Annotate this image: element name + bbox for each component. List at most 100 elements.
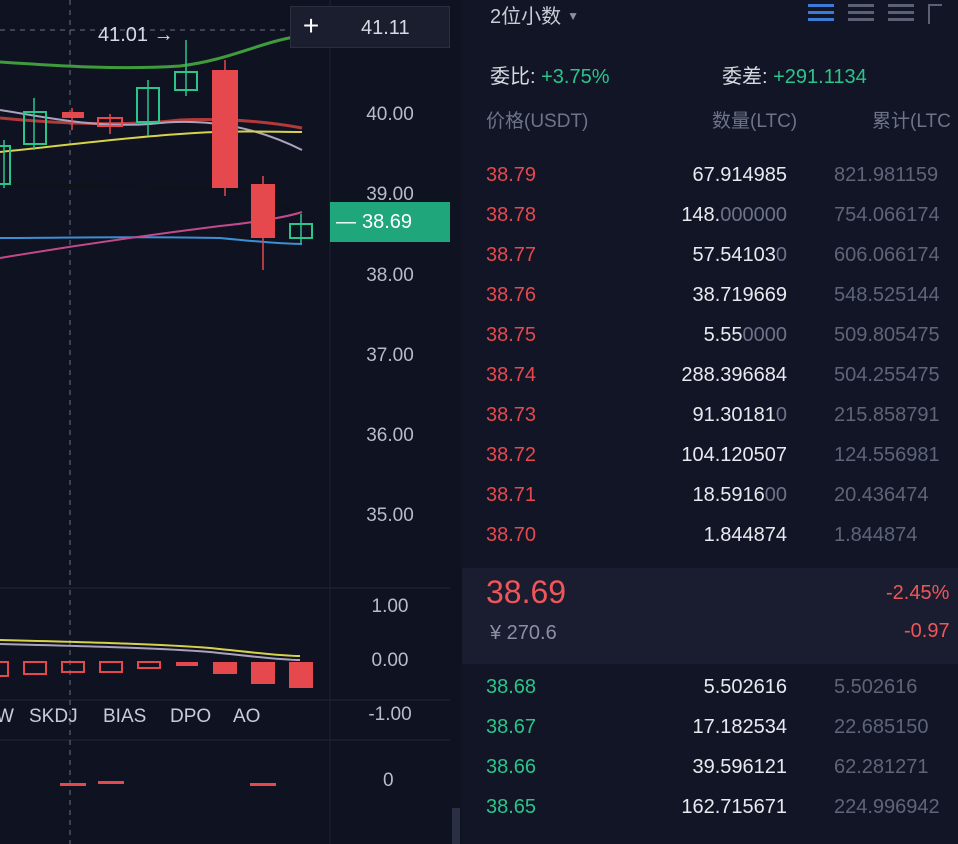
ask-cumulative: 821.981159 [834, 164, 939, 186]
ask-cumulative: 1.844874 [834, 524, 918, 546]
view-both-icon[interactable] [808, 4, 834, 24]
caret-down-icon: ▼ [567, 9, 580, 23]
ask-price: 38.70 [486, 524, 537, 546]
ask-row[interactable]: 38.74 288.396684 504.255475 [462, 364, 958, 404]
y-axis-label: 40.00 [366, 104, 414, 125]
ma-line-red [0, 116, 303, 130]
ask-row[interactable]: 38.77 57.541030 606.066174 [462, 244, 958, 284]
current-price-value: 38.69 [362, 211, 413, 233]
ask-row[interactable]: 38.71 18.591600 20.436474 [462, 484, 958, 524]
crosshair-price-box[interactable]: + 41.11 [290, 6, 450, 48]
ask-price: 38.76 [486, 284, 537, 306]
qty-trailing-zeros: 0 [775, 244, 787, 266]
ask-row[interactable]: 38.78 148.000000 754.066174 [462, 204, 958, 244]
ask-qty: 91.301810 [692, 404, 787, 427]
high-price-label: 41.01 → [98, 24, 174, 46]
ask-qty: 38.719669 [692, 284, 787, 307]
ask-qty: 288.396684 [681, 364, 787, 387]
view-bids-icon[interactable] [888, 4, 914, 24]
price-tag-dash: — [336, 211, 356, 233]
header-qty: 数量(LTC) [712, 111, 798, 132]
candles [0, 40, 313, 270]
expand-icon[interactable] [928, 4, 942, 24]
bid-price: 38.67 [486, 716, 537, 738]
last-price: 38.69 [486, 574, 567, 610]
indicator-tab-w[interactable]: W [0, 706, 14, 727]
ask-row[interactable]: 38.75 5.550000 509.805475 [462, 324, 958, 364]
qty-trailing-zeros: 000000 [720, 204, 787, 226]
qty-value: 57.54103 [692, 244, 776, 266]
ask-cumulative: 509.805475 [834, 324, 940, 346]
qty-value: 148. [681, 204, 721, 226]
indicator-tab-bias[interactable]: BIAS [103, 706, 147, 727]
view-asks-icon[interactable] [848, 4, 874, 24]
y-axis-label: 39.00 [366, 184, 414, 205]
bid-qty: 5.502616 [704, 676, 787, 699]
ratio-label: 委比: [490, 66, 536, 88]
diff-label: 委差: [722, 66, 768, 88]
ask-price: 38.78 [486, 204, 537, 226]
qty-value: 18.5916 [692, 484, 765, 506]
bid-qty: 17.182534 [692, 716, 787, 739]
ask-qty: 1.844874 [704, 524, 787, 547]
bid-row[interactable]: 38.67 17.182534 22.685150 [462, 716, 958, 756]
header-cum: 累计(LTC [872, 111, 951, 132]
ma-line-pink [0, 211, 303, 259]
ao-signal-yellow [0, 639, 301, 657]
add-order-button[interactable]: + [302, 10, 320, 41]
ma-line-green [0, 34, 301, 70]
precision-dropdown[interactable]: 2位小数 ▼ [490, 0, 579, 29]
ask-price: 38.74 [486, 364, 537, 386]
last-price-cny: ¥ 270.6 [490, 622, 557, 644]
bid-cumulative: 224.996942 [834, 796, 940, 818]
bid-cumulative: 62.281271 [834, 756, 929, 778]
ask-row[interactable]: 38.79 67.914985 821.981159 [462, 164, 958, 204]
ask-cumulative: 504.255475 [834, 364, 940, 386]
indicator-tab-skdj[interactable]: SKDJ [29, 706, 78, 727]
ask-row[interactable]: 38.73 91.301810 215.858791 [462, 404, 958, 444]
ask-cumulative: 606.066174 [834, 244, 940, 266]
crosshair-price: 41.11 [361, 17, 410, 39]
indicator-tab-dpo[interactable]: DPO [170, 706, 212, 727]
ask-price: 38.72 [486, 444, 537, 466]
ao-histogram [0, 661, 313, 688]
ask-price: 38.73 [486, 404, 537, 426]
ask-row[interactable]: 38.76 38.719669 548.525144 [462, 284, 958, 324]
ask-cumulative: 124.556981 [834, 444, 940, 466]
bid-row[interactable]: 38.68 5.502616 5.502616 [462, 676, 958, 716]
bid-qty: 39.596121 [692, 756, 787, 779]
bid-price: 38.66 [486, 756, 537, 778]
mid-price-section: 38.69 ¥ 270.6 -2.45% -0.97 [462, 568, 958, 664]
scrollbar[interactable] [452, 808, 460, 844]
ma-line-yellow [0, 130, 303, 153]
bid-price: 38.65 [486, 796, 537, 818]
qty-value: 91.30181 [692, 404, 776, 426]
ask-row[interactable]: 38.70 1.844874 1.844874 [462, 524, 958, 564]
qty-value: 17.182534 [692, 716, 787, 738]
ask-qty: 18.591600 [692, 484, 787, 507]
qty-value: 5.502616 [703, 676, 787, 698]
precision-label: 2位小数 [490, 6, 562, 28]
bid-qty: 162.715671 [681, 796, 787, 819]
bid-cumulative: 22.685150 [834, 716, 929, 738]
indicator-tab-ao[interactable]: AO [233, 706, 261, 727]
ask-qty: 104.120507 [681, 444, 787, 467]
current-price-tag: — 38.69 [330, 202, 450, 242]
qty-value: 67.914985 [692, 164, 787, 186]
ask-cumulative: 754.066174 [834, 204, 940, 226]
kline-chart-panel[interactable]: + 41.11 41.01 → 40.00 39.00 38.00 37.00 … [0, 0, 462, 844]
ask-cumulative: 215.858791 [834, 404, 940, 426]
y-axis-label: 35.00 [366, 505, 414, 526]
bid-row[interactable]: 38.65 162.715671 224.996942 [462, 796, 958, 836]
ask-qty: 5.550000 [704, 324, 787, 347]
qty-value: 5.55 [703, 324, 743, 346]
bid-cumulative: 5.502616 [834, 676, 918, 698]
qty-value: 38.719669 [692, 284, 787, 306]
ask-price: 38.75 [486, 324, 537, 346]
kline-chart[interactable] [0, 0, 462, 844]
ask-cumulative: 20.436474 [834, 484, 929, 506]
ask-row[interactable]: 38.72 104.120507 124.556981 [462, 444, 958, 484]
y-axis-label: 37.00 [366, 345, 414, 366]
change-amount: -0.97 [904, 620, 950, 642]
bid-row[interactable]: 38.66 39.596121 62.281271 [462, 756, 958, 796]
